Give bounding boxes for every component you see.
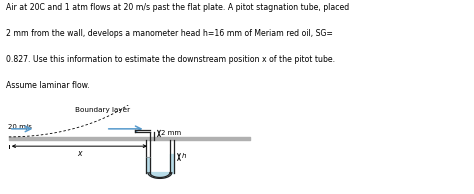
Text: x: x [77,149,82,158]
Polygon shape [148,173,172,178]
Text: Boundary layer: Boundary layer [75,107,130,113]
Text: Assume laminar flow.: Assume laminar flow. [6,81,90,90]
Text: 20 m/s: 20 m/s [8,124,32,130]
Text: h: h [182,153,186,159]
Text: 2 mm: 2 mm [161,131,182,137]
Text: 2 mm from the wall, develops a manometer head h=16 mm of Meriam red oil, SG=: 2 mm from the wall, develops a manometer… [6,29,333,38]
Text: 0.827. Use this information to estimate the downstream position x of the pitot t: 0.827. Use this information to estimate … [6,55,335,64]
Polygon shape [150,173,170,177]
Text: Air at 20C and 1 atm flows at 20 m/s past the flat plate. A pitot stagnation tub: Air at 20C and 1 atm flows at 20 m/s pas… [6,3,349,12]
